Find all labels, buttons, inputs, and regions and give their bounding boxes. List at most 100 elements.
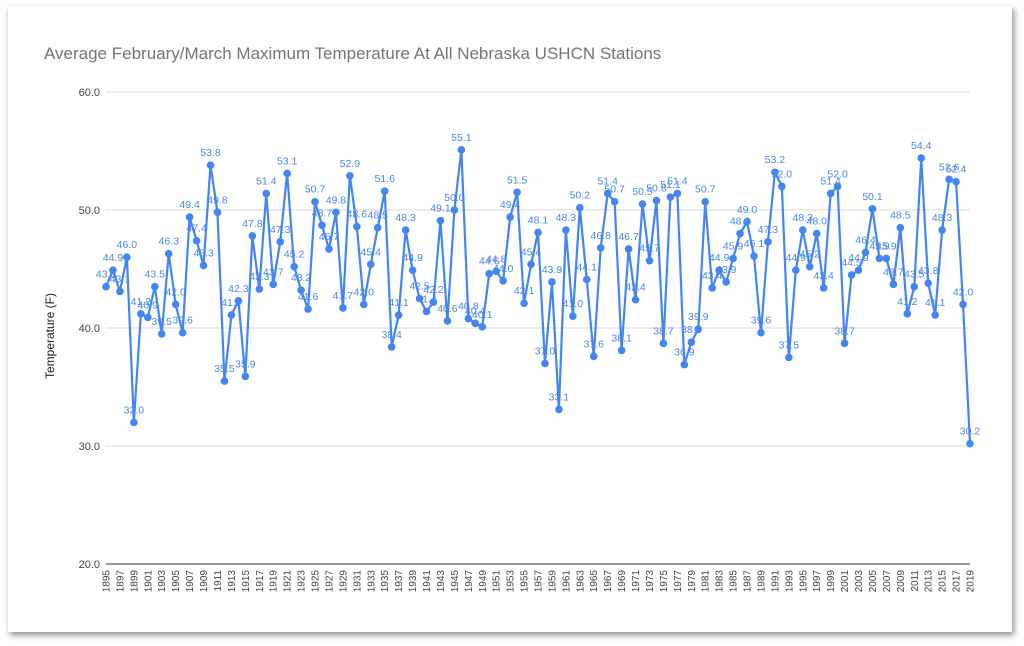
data-point: [603, 189, 612, 198]
data-point: [771, 168, 779, 177]
data-label: 39.5: [152, 316, 173, 328]
data-label: 44.8: [486, 253, 507, 265]
data-label: 33.1: [549, 391, 570, 403]
data-label: 43.1: [110, 273, 131, 285]
data-label: 40.9: [138, 299, 159, 311]
data-label: 55.1: [451, 132, 472, 144]
data-point: [499, 277, 507, 285]
data-label: 38.4: [381, 329, 402, 341]
data-point: [778, 182, 786, 191]
data-point: [666, 193, 675, 201]
data-label: 51.4: [820, 175, 841, 187]
data-point: [729, 254, 737, 263]
line-chart: 20.030.040.050.060.0 1895 1897 1899 1901 190…: [43, 87, 981, 593]
data-point: [854, 266, 863, 274]
data-point: [297, 286, 305, 295]
gridlines: [106, 91, 970, 565]
data-label: 43.3: [249, 271, 270, 283]
data-point: [715, 266, 723, 274]
x-tick-label: 1911: [213, 570, 224, 592]
data-label: 45.9: [876, 240, 897, 252]
x-tick-label: 2003: [854, 570, 865, 593]
data-label: 47.4: [186, 223, 207, 235]
data-point: [241, 372, 250, 381]
data-label: 42.5: [409, 281, 430, 293]
y-tick-label: 20.0: [79, 559, 100, 571]
x-tick-label: 1945: [450, 570, 461, 593]
x-tick-label: 1901: [143, 570, 154, 593]
data-point: [757, 328, 765, 337]
data-label: 43.7: [883, 266, 904, 278]
data-point: [387, 343, 396, 351]
data-label: 46.7: [618, 231, 639, 243]
data-label: 51.4: [667, 175, 688, 187]
data-label: 50.7: [604, 184, 625, 196]
data-point: [645, 256, 654, 265]
data-point: [610, 197, 619, 206]
data-point: [206, 161, 215, 169]
data-point: [896, 223, 905, 232]
x-tick-label: 1943: [436, 570, 447, 593]
y-tick-label: 50.0: [79, 205, 100, 217]
data-label: 49.4: [179, 199, 200, 211]
y-tick-label: 60.0: [79, 87, 100, 99]
data-point: [269, 280, 278, 289]
data-point: [541, 359, 549, 368]
x-tick-label: 1991: [770, 570, 781, 593]
data-point: [764, 238, 772, 246]
data-point: [276, 238, 284, 246]
data-point: [812, 229, 821, 238]
data-point: [346, 171, 354, 180]
data-point: [373, 223, 382, 232]
x-tick-label: 1897: [115, 570, 126, 593]
data-point: [680, 360, 689, 369]
data-point: [833, 182, 842, 191]
x-tick-label: 1939: [408, 570, 419, 593]
data-label: 53.1: [277, 155, 298, 167]
data-point: [792, 266, 800, 274]
data-point: [569, 312, 577, 321]
data-point: [847, 271, 856, 279]
data-label: 43.5: [904, 269, 925, 281]
data-point: [485, 269, 494, 278]
data-point: [255, 285, 264, 293]
data-label: 30.2: [960, 426, 981, 438]
data-label: 46.8: [590, 230, 611, 242]
data-label: 47.3: [270, 224, 291, 236]
data-label: 42.0: [165, 286, 186, 298]
data-point: [805, 262, 814, 271]
data-point: [429, 298, 438, 306]
x-tick-label: 1987: [743, 570, 754, 593]
data-label: 48.0: [730, 216, 751, 228]
x-tick-label: 1905: [171, 570, 182, 593]
x-tick-label: 1997: [812, 570, 823, 593]
data-label: 40.4: [465, 305, 486, 317]
x-tick-label: 1935: [380, 570, 391, 593]
x-tick-label: 1941: [422, 570, 433, 593]
data-point: [708, 284, 716, 292]
data-label: 52.0: [827, 168, 848, 180]
data-label: 40.8: [458, 301, 479, 313]
data-point: [952, 177, 960, 186]
x-tick-label: 1927: [324, 570, 335, 593]
data-point: [910, 282, 919, 291]
data-label: 41.4: [416, 293, 437, 305]
data-label: 46.0: [117, 239, 138, 251]
x-tick-label: 1953: [506, 570, 517, 593]
chart-container: Average February/March Maximum Temperatu…: [8, 6, 1012, 632]
data-label: 46.7: [319, 231, 340, 243]
x-tick-label: 2017: [952, 570, 963, 593]
y-axis-ticks: 20.0 30.0 40.0 50.0 60.0: [79, 87, 100, 571]
data-label: 50.2: [570, 190, 591, 202]
data-label: 52.0: [772, 168, 793, 180]
data-point: [875, 254, 884, 263]
x-tick-label: 1981: [701, 570, 712, 593]
x-tick-label: 1957: [534, 570, 545, 593]
data-point: [562, 226, 570, 234]
x-tick-label: 1915: [241, 570, 252, 593]
x-tick-label: 1961: [561, 570, 572, 593]
x-tick-label: 1895: [102, 570, 113, 593]
data-point: [199, 261, 208, 270]
x-tick-label: 1967: [603, 570, 614, 593]
x-tick-label: 1973: [645, 570, 656, 593]
